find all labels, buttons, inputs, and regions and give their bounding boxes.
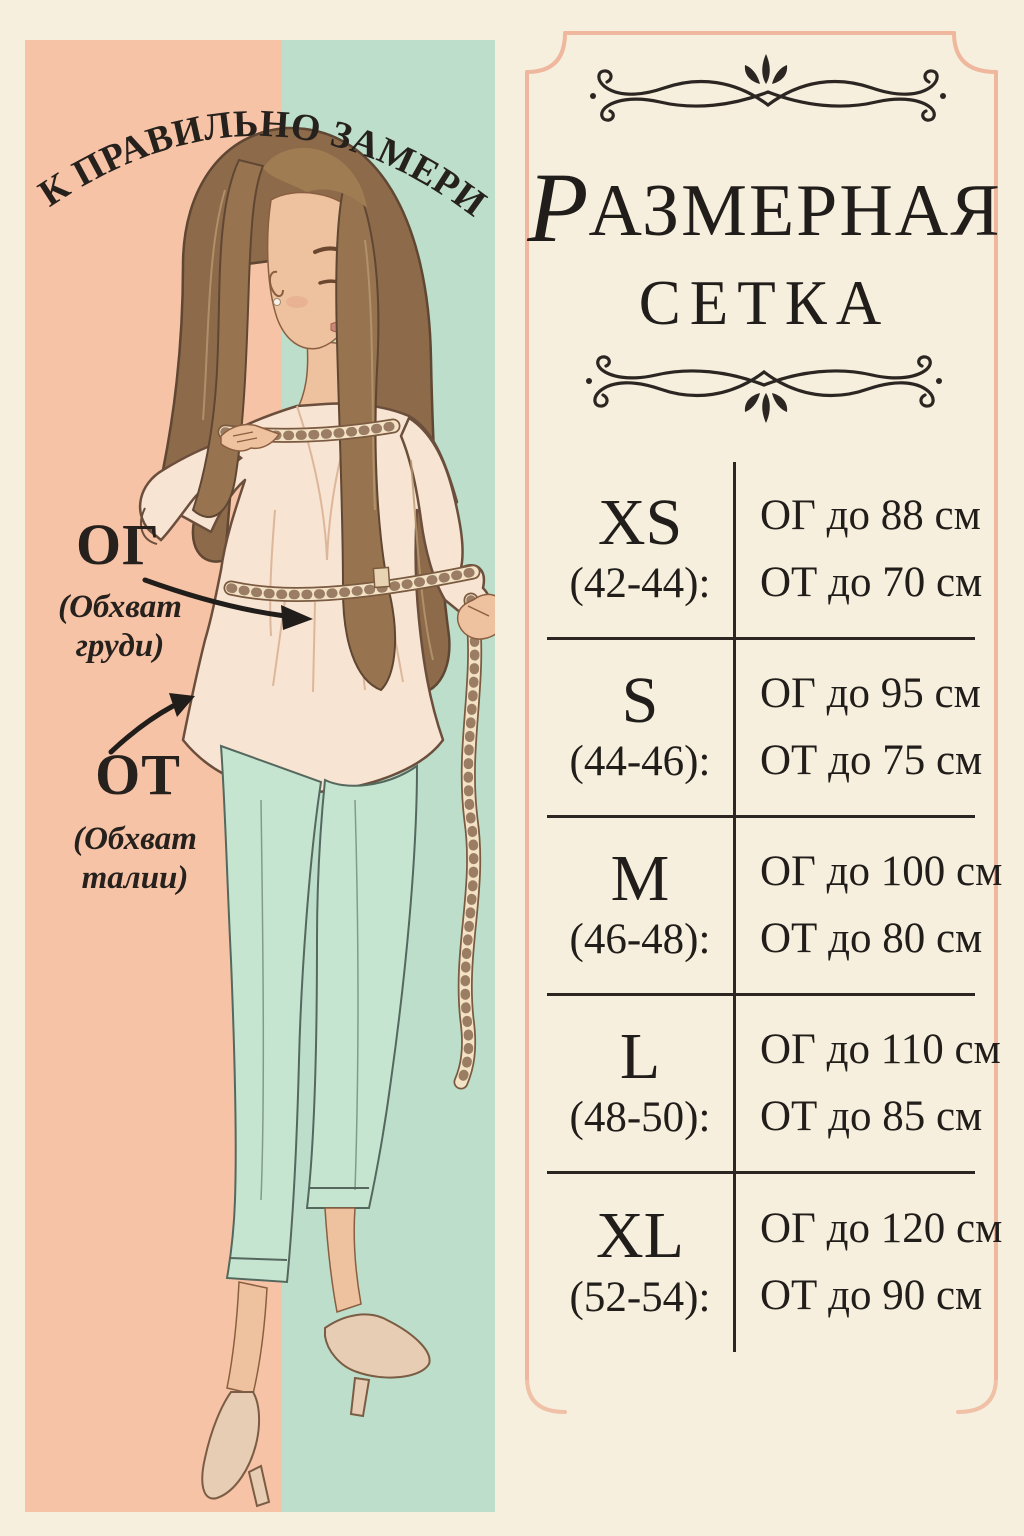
bust-measure: ОГ до 120 см [760,1205,1003,1253]
waist-arrow [108,693,195,755]
table-row-l: L (48-50): ОГ до 110 см ОТ до 85 см [547,996,1001,1174]
table-row-s: S (44-46): ОГ до 95 см ОТ до 75 см [547,640,982,818]
waist-abbr: ОТ [95,742,181,807]
hands [220,423,495,640]
fleur-de-lis [744,54,788,84]
size-name: L [619,1019,661,1093]
measurements-cell: ОГ до 120 см ОТ до 90 см [733,1174,1002,1352]
panel-headline: КАК ПРАВИЛЬНО ЗАМЕРИТЬ [25,40,494,225]
measurements-cell: ОГ до 95 см ОТ до 75 см [733,640,982,815]
bust-measure: ОГ до 100 см [760,847,1003,895]
waist-measure: ОТ до 85 см [760,1092,983,1140]
size-name: XS [597,485,683,559]
bust-measure: ОГ до 88 см [760,491,981,539]
size-cell: XS (42-44): [547,462,733,637]
flourish-ornament-top [588,54,948,122]
size-grid-panel: РАЗМЕРНАЯ СЕТКА XS (42-44): ОГ до 88 см … [505,0,1024,1536]
waist-measure: ОТ до 75 см [760,736,983,784]
size-range: (44-46): [569,738,711,786]
size-cell: M (46-48): [547,818,733,993]
bust-abbr: ОГ [75,512,160,577]
bust-arrow [142,577,313,630]
grid-title: РАЗМЕРНАЯ СЕТКА [505,158,1024,335]
decorative-frame [525,31,998,1414]
waist-measure: ОТ до 90 см [760,1272,983,1319]
pants [219,744,419,1284]
size-cell: XL (52-54): [547,1174,733,1352]
size-range: (52-54): [569,1273,711,1321]
grid-title-line2: СЕТКА [638,268,891,338]
earring [273,298,281,306]
size-range: (42-44): [569,560,711,608]
waist-measure: ОТ до 70 см [760,558,983,606]
waist-label-full: (Обхват талии) [73,821,197,896]
table-row-xl: XL (52-54): ОГ до 120 см ОТ до 90 см [547,1174,1002,1352]
woman-measuring-illustration [108,126,495,1508]
size-cell: S (44-46): [547,640,733,815]
bust-label: ОГ [43,516,193,574]
size-name: M [610,841,670,915]
measuring-tape [217,418,483,1090]
size-table: XS (42-44): ОГ до 88 см ОТ до 70 см S (4… [547,462,1002,1352]
waist-measure: ОТ до 80 см [760,914,983,962]
panel-headline-text: КАК ПРАВИЛЬНО ЗАМЕРИТЬ [25,40,493,225]
shoes [201,1313,431,1508]
measurements-cell: ОГ до 100 см ОТ до 80 см [733,818,1002,993]
bust-measure: ОГ до 110 см [760,1025,1001,1073]
grid-title-line1: РАЗМЕРНАЯ [527,152,1002,263]
waist-label: ОТ [63,746,213,804]
table-row-xs: XS (42-44): ОГ до 88 см ОТ до 70 см [547,462,982,640]
svg-text:КАК ПРАВИЛЬНО ЗАМЕРИТЬ: КАК ПРАВИЛЬНО ЗАМЕРИТЬ [25,40,494,225]
bust-measure: ОГ до 95 см [760,669,981,717]
flourish-ornament-bottom [584,355,944,423]
size-name: XL [596,1199,684,1272]
measurements-cell: ОГ до 110 см ОТ до 85 см [733,996,1001,1171]
measurements-cell: ОГ до 88 см ОТ до 70 см [733,462,982,637]
measuring-guide-panel: КАК ПРАВИЛЬНО ЗАМЕРИТЬ ОГ (Обхват груди)… [25,40,495,1512]
size-range: (46-48): [569,916,711,964]
size-name: S [621,663,659,737]
size-range: (48-50): [569,1094,711,1142]
bust-label-full: (Обхват груди) [58,589,182,664]
size-cell: L (48-50): [547,996,733,1171]
table-row-m: M (46-48): ОГ до 100 см ОТ до 80 см [547,818,1002,996]
